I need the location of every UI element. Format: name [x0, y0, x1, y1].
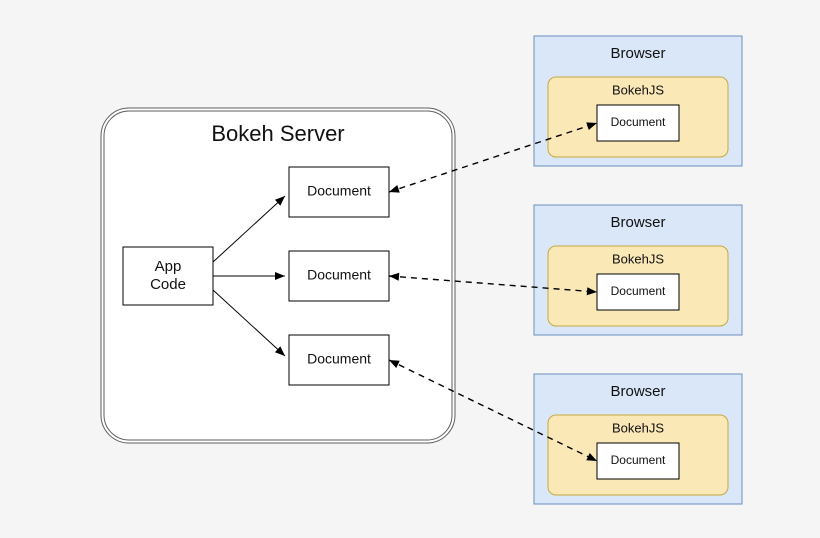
browser-title: Browser	[610, 383, 665, 400]
browser-title: Browser	[610, 214, 665, 231]
browser-document-label: Document	[611, 115, 666, 129]
browser-document-label: Document	[611, 453, 666, 467]
browser-panel: Browser BokehJS Document	[534, 374, 742, 504]
app-code-label-2: Code	[150, 276, 186, 293]
server-document-label: Document	[307, 267, 371, 283]
server-document-label: Document	[307, 351, 371, 367]
browser-document-label: Document	[611, 284, 666, 298]
browser-title: Browser	[610, 45, 665, 62]
server-document-box: Document	[289, 251, 389, 301]
bokehjs-title: BokehJS	[612, 420, 664, 435]
browser-panel: Browser BokehJS Document	[534, 36, 742, 166]
bokehjs-title: BokehJS	[612, 82, 664, 97]
bokehjs-title: BokehJS	[612, 251, 664, 266]
app-code-label-1: App	[155, 258, 182, 275]
server-document-box: Document	[289, 167, 389, 217]
bokeh-server-title: Bokeh Server	[211, 121, 344, 146]
app-code-box: AppCode	[123, 247, 213, 305]
server-document-label: Document	[307, 183, 371, 199]
browser-panel: Browser BokehJS Document	[534, 205, 742, 335]
server-document-box: Document	[289, 335, 389, 385]
